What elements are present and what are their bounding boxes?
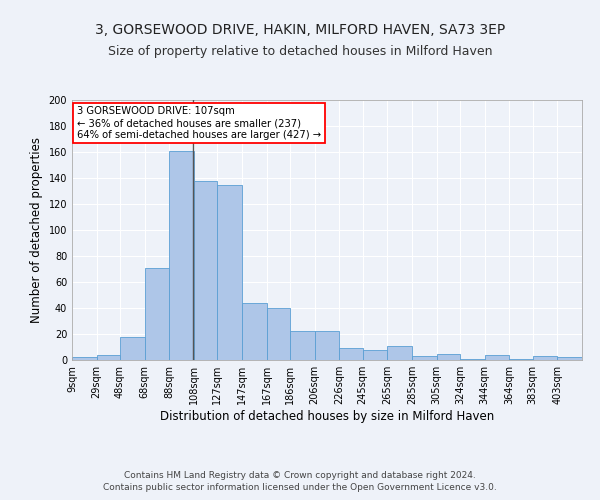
Bar (290, 332, 314, 360)
Text: 3, GORSEWOOD DRIVE, HAKIN, MILFORD HAVEN, SA73 3EP: 3, GORSEWOOD DRIVE, HAKIN, MILFORD HAVEN… (95, 22, 505, 36)
Bar (72, 358, 97, 360)
Bar (412, 356, 437, 360)
Bar (97, 355, 120, 360)
Bar (217, 184, 242, 360)
Bar (120, 336, 145, 360)
Bar (460, 358, 485, 360)
Bar (266, 308, 290, 360)
Bar (437, 354, 460, 360)
Bar (557, 358, 582, 360)
Text: 3 GORSEWOOD DRIVE: 107sqm
← 36% of detached houses are smaller (237)
64% of semi: 3 GORSEWOOD DRIVE: 107sqm ← 36% of detac… (77, 106, 321, 140)
Bar (242, 303, 266, 360)
Bar (509, 358, 533, 360)
Bar (169, 150, 194, 360)
Bar (194, 180, 217, 360)
X-axis label: Distribution of detached houses by size in Milford Haven: Distribution of detached houses by size … (160, 410, 494, 423)
Bar (145, 268, 169, 360)
Bar (485, 355, 509, 360)
Bar (533, 356, 557, 360)
Text: Size of property relative to detached houses in Milford Haven: Size of property relative to detached ho… (108, 45, 492, 58)
Text: Contains HM Land Registry data © Crown copyright and database right 2024.: Contains HM Land Registry data © Crown c… (124, 471, 476, 480)
Bar (340, 348, 363, 360)
Bar (363, 350, 388, 360)
Bar (388, 346, 412, 360)
Y-axis label: Number of detached properties: Number of detached properties (30, 137, 43, 323)
Text: Contains public sector information licensed under the Open Government Licence v3: Contains public sector information licen… (103, 484, 497, 492)
Bar (314, 332, 340, 360)
